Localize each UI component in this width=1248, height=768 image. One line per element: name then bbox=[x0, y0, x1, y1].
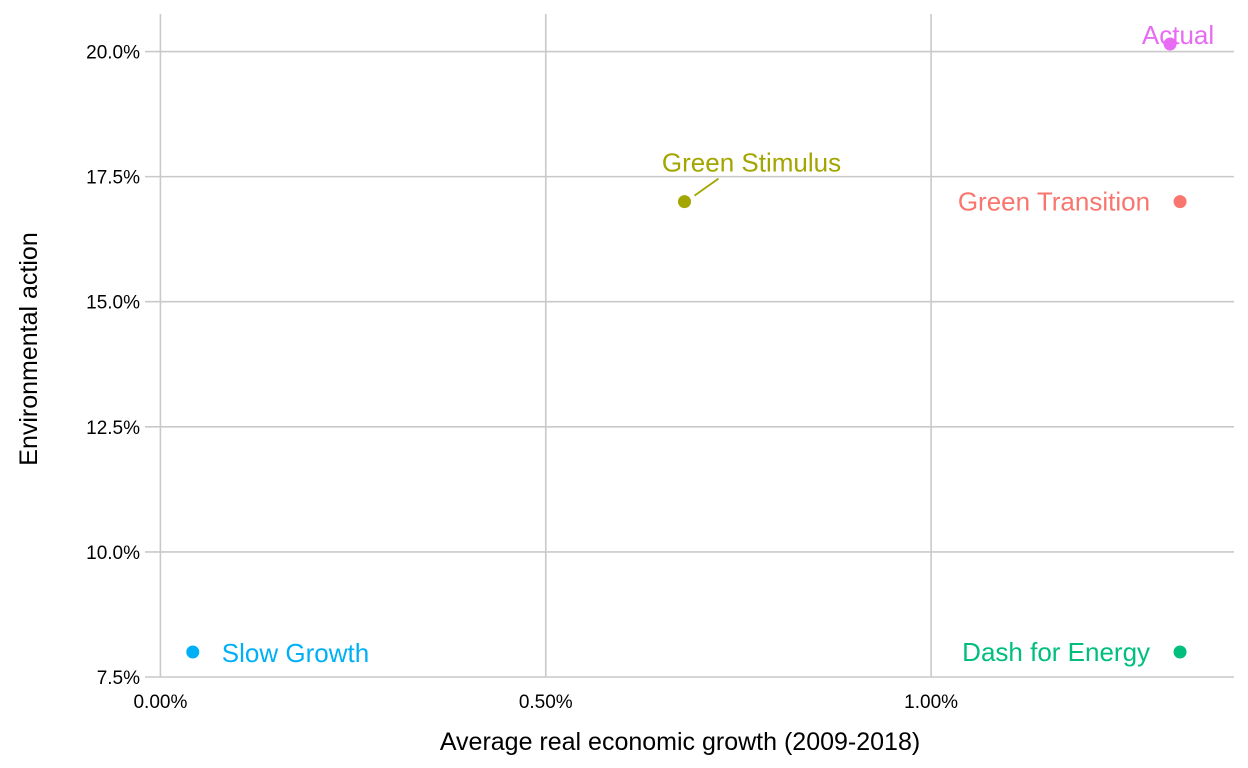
data-point bbox=[677, 195, 691, 209]
label-leader bbox=[693, 177, 720, 197]
point-label: Green Transition bbox=[958, 187, 1150, 217]
y-axis-title: Environmental action bbox=[15, 232, 43, 465]
y-axis-ticks: 7.5% 10.0% 12.5% 15.0% 17.5% 20.0% bbox=[86, 43, 140, 689]
x-axis-ticks: 0.00% 0.50% 1.00% bbox=[133, 692, 958, 713]
y-tick-label: 12.5% bbox=[86, 418, 140, 439]
label-leaders bbox=[693, 177, 720, 197]
point-label: Slow Growth bbox=[222, 638, 369, 668]
y-tick-label: 7.5% bbox=[97, 668, 140, 689]
x-tick-label: 1.00% bbox=[904, 692, 958, 713]
data-point bbox=[1173, 195, 1187, 209]
point-label: Actual bbox=[1142, 20, 1214, 50]
point-label: Green Stimulus bbox=[662, 148, 841, 178]
y-tick-label: 20.0% bbox=[86, 43, 140, 64]
y-tick-label: 17.5% bbox=[86, 168, 140, 189]
point-label: Dash for Energy bbox=[962, 637, 1150, 667]
y-tick-label: 10.0% bbox=[86, 543, 140, 564]
point-labels: Actual Green Stimulus Green Transition Slow… bbox=[222, 20, 1214, 668]
x-axis-title: Average real economic growth (2009-2018) bbox=[440, 728, 920, 756]
y-tick-label: 15.0% bbox=[86, 293, 140, 314]
data-point bbox=[186, 645, 200, 659]
data-points bbox=[186, 37, 1187, 659]
x-tick-label: 0.00% bbox=[133, 692, 187, 713]
data-point bbox=[1173, 645, 1187, 659]
data-point bbox=[1163, 37, 1177, 51]
grid bbox=[145, 14, 1234, 678]
x-tick-label: 0.50% bbox=[519, 692, 573, 713]
